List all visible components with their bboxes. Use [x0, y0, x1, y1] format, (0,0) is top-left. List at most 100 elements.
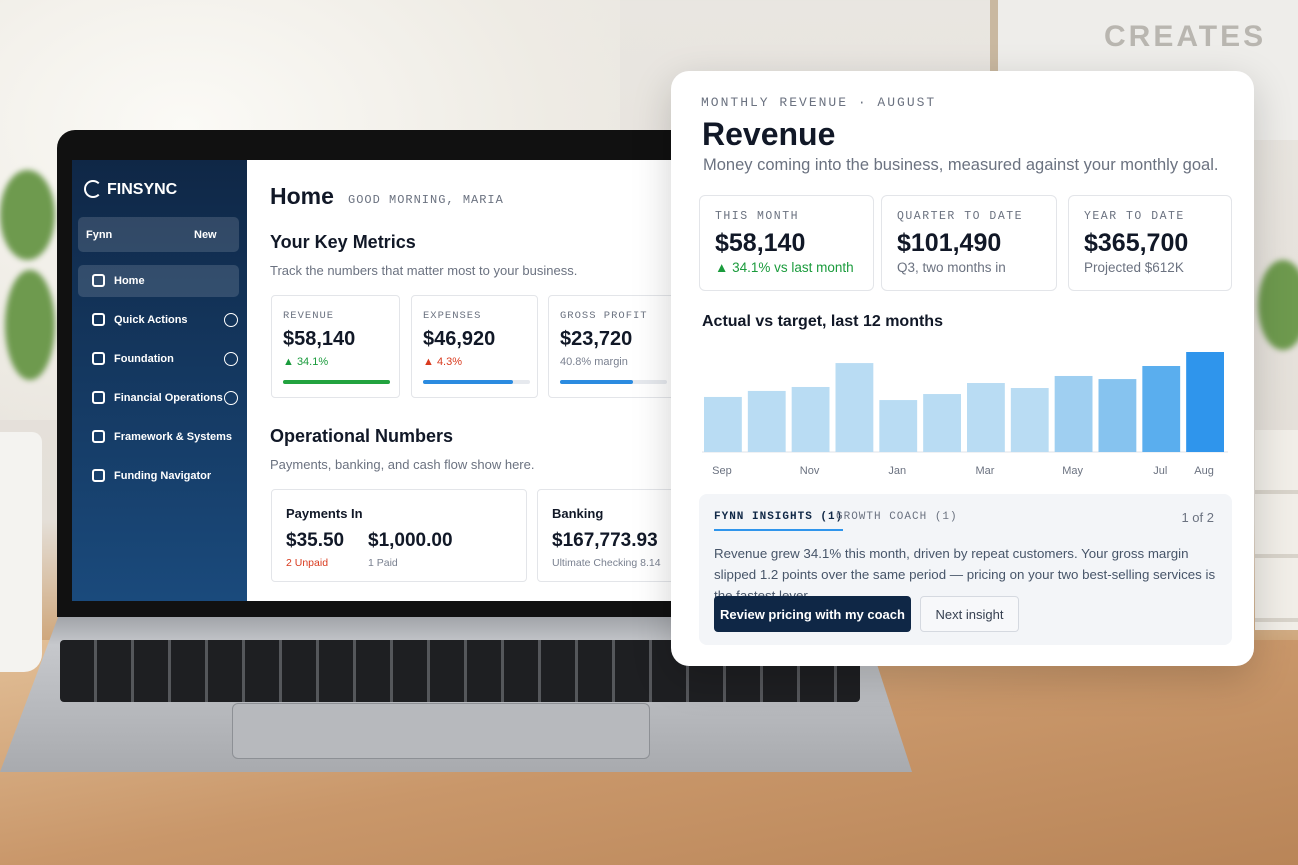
x-tick-label: Aug	[1194, 465, 1214, 477]
status: 1 Paid	[368, 557, 398, 569]
stat-label: THIS MONTH	[715, 210, 800, 223]
progress-track	[560, 380, 667, 384]
nav-icon	[92, 430, 105, 443]
sidebar: FINSYNC Fynn New Home Quick Actions Founda…	[72, 160, 247, 601]
metric-value: $46,920	[423, 328, 496, 350]
card-title: Revenue	[702, 116, 836, 152]
account: Ultimate Checking 8.14	[552, 557, 661, 569]
tab[interactable]: FYNN INSIGHTS (1)	[714, 511, 844, 531]
metric-delta: 40.8% margin	[560, 356, 628, 368]
chevron	[224, 352, 238, 366]
x-tick-label: Jan	[888, 465, 906, 477]
nav-label: Home	[114, 275, 145, 287]
progress-track	[283, 380, 390, 384]
payments-card: Payments In $35.50 2 Unpaid $1,000.00 1 …	[271, 489, 527, 582]
amount: $167,773.93	[552, 530, 658, 551]
primary-button[interactable]: Review pricing with my coach	[714, 596, 911, 632]
metric-card: EXPENSES $46,920 ▲ 4.3%	[411, 295, 538, 398]
bar	[704, 396, 742, 452]
section-title: Operational Numbers	[270, 426, 454, 446]
bar	[1010, 388, 1049, 452]
greeting: GOOD MORNING, MARIA	[348, 193, 504, 207]
bar	[1098, 379, 1137, 452]
nav-label: Financial Operations	[114, 392, 223, 404]
stat-value: $58,140	[715, 229, 806, 257]
amount: $1,000.00	[368, 530, 453, 551]
nav-label: Framework & Systems	[114, 431, 232, 443]
metric-card: REVENUE $58,140 ▲ 34.1%	[271, 295, 400, 398]
card-title: Banking	[552, 506, 604, 521]
stat-note: Q3, two months in	[897, 260, 1006, 275]
revenue-card: MONTHLY REVENUE · AUGUST Revenue Money c…	[671, 71, 1254, 666]
nav-item[interactable]: Framework & Systems	[78, 421, 239, 453]
trackpad	[232, 703, 650, 759]
nav-icon	[92, 313, 105, 326]
plant	[0, 170, 55, 260]
nav-icon	[92, 391, 105, 404]
stat-label: QUARTER TO DATE	[897, 210, 1024, 223]
metric-label: REVENUE	[283, 310, 335, 322]
stat-note: ▲ 34.1% vs last month	[715, 260, 854, 275]
progress-track	[423, 380, 530, 384]
secondary-button[interactable]: Next insight	[920, 596, 1019, 632]
assistant-box[interactable]: Fynn New	[78, 217, 239, 252]
logo	[84, 180, 102, 198]
chart-title: Actual vs target, last 12 months	[702, 313, 943, 330]
progress-bar	[283, 380, 390, 384]
progress-bar	[560, 380, 633, 384]
books	[1255, 430, 1298, 630]
nav-label: Funding Navigator	[114, 470, 212, 482]
nav-icon	[92, 469, 105, 482]
stat-card: THIS MONTH $58,140 ▲ 34.1% vs last month	[699, 195, 874, 291]
brand: FINSYNC	[107, 181, 178, 198]
card-title: Payments In	[286, 506, 363, 521]
nav-label: Quick Actions	[114, 314, 188, 326]
assistant: Fynn	[86, 229, 113, 241]
bar	[1186, 352, 1224, 452]
stat-label: YEAR TO DATE	[1084, 210, 1185, 223]
nav-label: Foundation	[114, 353, 174, 365]
status: 2 Unpaid	[286, 557, 329, 569]
metric-delta: ▲ 34.1%	[283, 356, 329, 368]
chevron	[224, 313, 238, 327]
insights-panel: FYNN INSIGHTS (1) GROWTH COACH (1) 1 of …	[699, 494, 1232, 645]
section-title: Your Key Metrics	[270, 232, 416, 252]
poster-text: CREATES	[1104, 20, 1267, 53]
nav-icon	[92, 352, 105, 365]
bar	[747, 390, 786, 452]
plant	[1258, 260, 1298, 350]
metric-card: GROSS PROFIT $23,720 40.8% margin	[548, 295, 678, 398]
bar	[835, 363, 874, 452]
new-button[interactable]: New	[194, 229, 217, 241]
section-subtitle: Track the numbers that matter most to yo…	[270, 263, 578, 278]
stat-value: $101,490	[897, 229, 1002, 257]
stat-value: $365,700	[1084, 229, 1189, 257]
tab[interactable]: GROWTH COACH (1)	[836, 511, 958, 523]
amount: $35.50	[286, 530, 345, 551]
bar	[1054, 375, 1093, 452]
bar	[1142, 366, 1181, 452]
nav-item[interactable]: Quick Actions	[78, 304, 239, 336]
chart: Sep Nov Jan Mar May Jul Aug	[702, 352, 1228, 477]
page-title: Home	[270, 183, 334, 209]
bar	[879, 400, 918, 452]
mug	[0, 432, 42, 672]
bar	[923, 394, 961, 452]
nav-item[interactable]: Funding Navigator	[78, 460, 239, 492]
eyebrow: MONTHLY REVENUE · AUGUST	[701, 95, 937, 110]
x-tick-label: Mar	[975, 465, 994, 477]
section-subtitle: Payments, banking, and cash flow show he…	[270, 457, 535, 472]
nav-item[interactable]: Financial Operations	[78, 382, 239, 414]
x-tick-label: May	[1062, 465, 1083, 477]
x-tick-label: Nov	[800, 465, 820, 477]
stat-card: QUARTER TO DATE $101,490 Q3, two months in	[881, 195, 1057, 291]
nav-item[interactable]: Foundation	[78, 343, 239, 375]
metric-value: $58,140	[283, 328, 356, 350]
metric-label: EXPENSES	[423, 310, 482, 322]
stat-card: YEAR TO DATE $365,700 Projected $612K	[1068, 195, 1232, 291]
metric-delta: ▲ 4.3%	[423, 356, 463, 368]
x-tick-label: Sep	[712, 465, 732, 477]
nav-item[interactable]: Home	[78, 265, 239, 297]
